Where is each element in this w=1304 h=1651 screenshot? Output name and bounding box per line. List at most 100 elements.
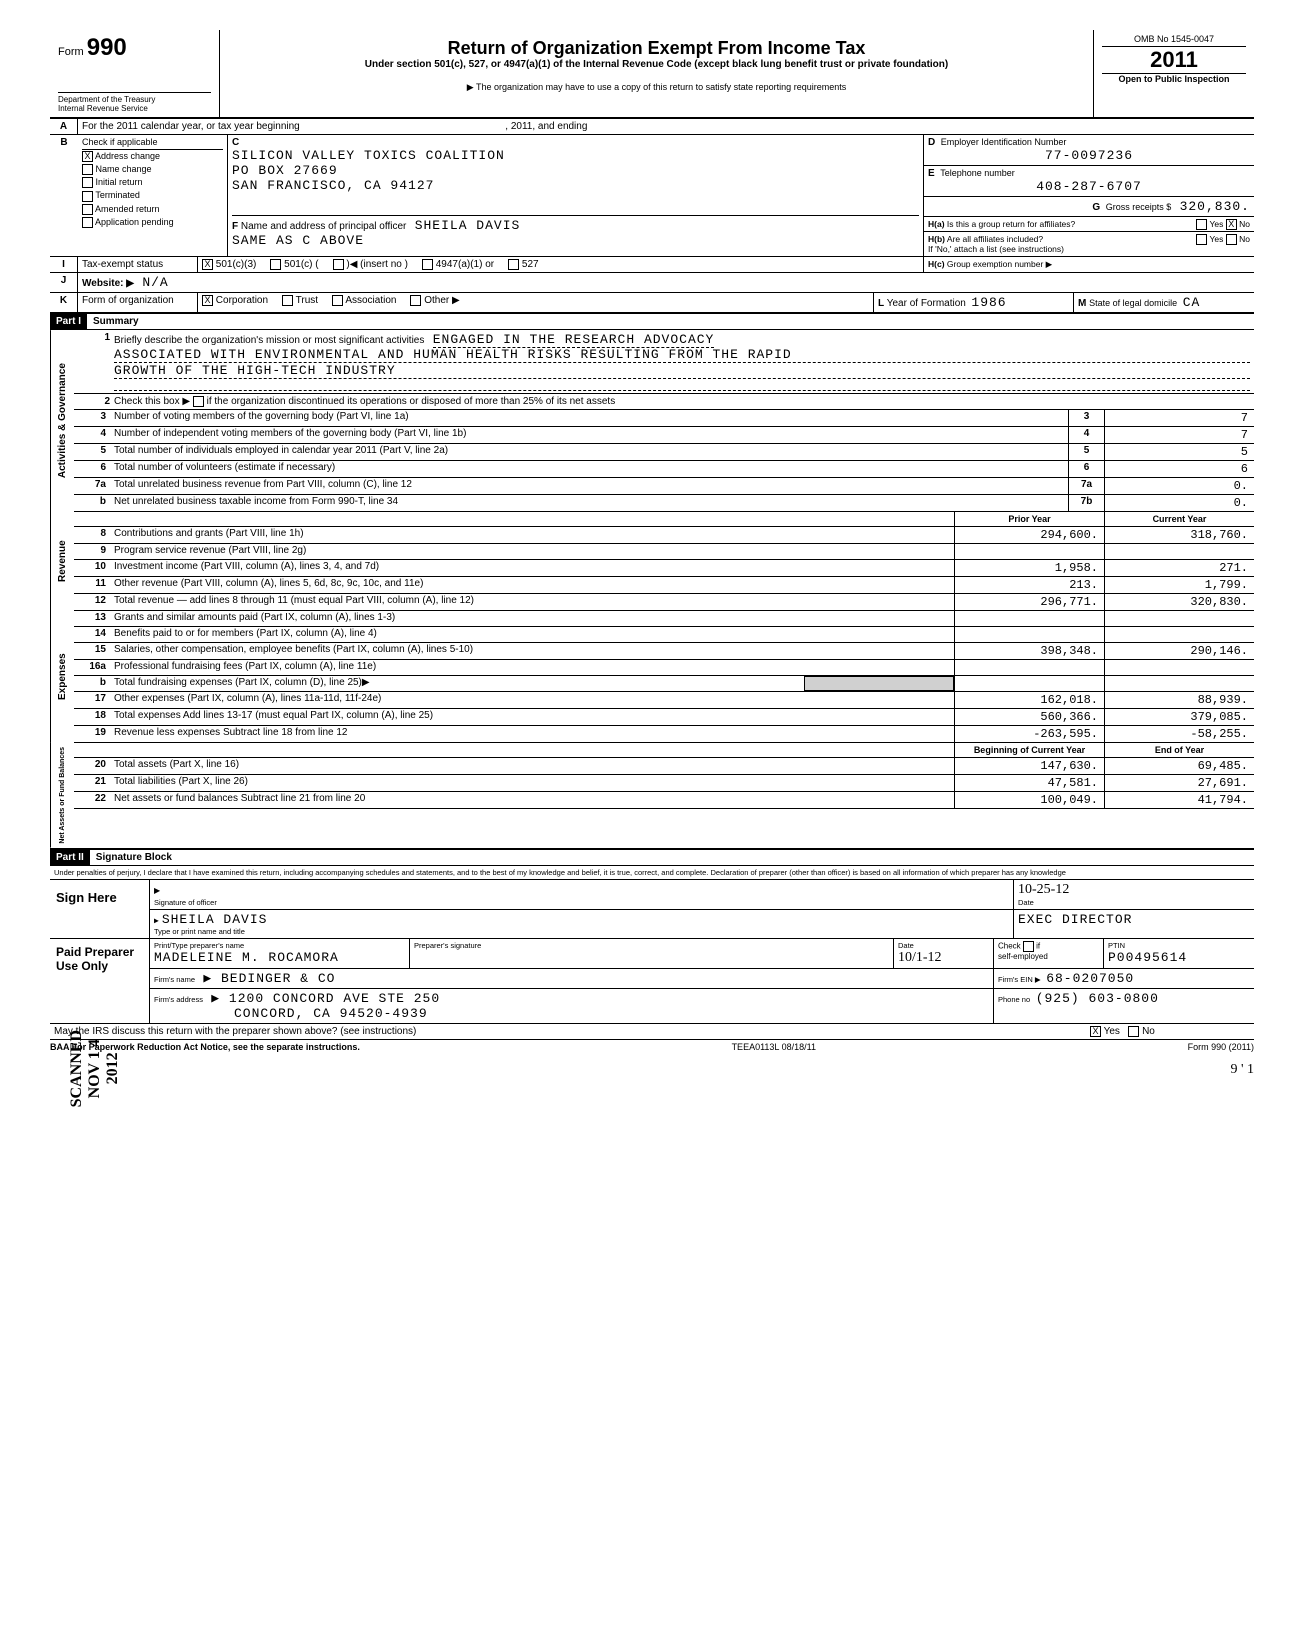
sig-title: EXEC DIRECTOR: [1014, 910, 1254, 938]
phone-heading: Telephone number: [940, 168, 1015, 178]
line-hc-label: H(c): [928, 259, 945, 269]
hb-no-checkbox[interactable]: [1226, 234, 1237, 245]
firm-ein-label: Firm's EIN ▶: [998, 975, 1041, 984]
gross-value: 320,830.: [1180, 199, 1250, 214]
exp-0-desc: Grants and similar amounts paid (Part IX…: [110, 611, 954, 626]
lineI-opt-0-checkbox[interactable]: [202, 259, 213, 270]
line-e-label: E: [928, 168, 935, 179]
sig-date-label: Date: [1018, 898, 1250, 907]
rev-3-current: 1,799.: [1104, 577, 1254, 593]
ha-yes-checkbox[interactable]: [1196, 219, 1207, 230]
rev-3-desc: Other revenue (Part VIII, column (A), li…: [110, 577, 954, 593]
simple-row-1-val: 7: [1104, 427, 1254, 443]
year-formation-label: Year of Formation: [887, 298, 966, 309]
exp2-0-desc: Other expenses (Part IX, column (A), lin…: [110, 692, 954, 708]
firm-addr2: CONCORD, CA 94520-4939: [234, 1006, 428, 1021]
form-subtitle: Under section 501(c), 527, or 4947(a)(1)…: [228, 59, 1085, 70]
line16b-num: b: [74, 676, 110, 691]
lineK-opt-1-checkbox[interactable]: [282, 295, 293, 306]
line-a-mid: , 2011, and ending: [505, 121, 587, 132]
org-name: SILICON VALLEY TOXICS COALITION: [232, 148, 919, 163]
org-address-1: PO BOX 27669: [232, 163, 919, 178]
rev-4-desc: Total revenue — add lines 8 through 11 (…: [110, 594, 954, 610]
lineI-opt-3-checkbox[interactable]: [422, 259, 433, 270]
irs-no-checkbox[interactable]: [1128, 1026, 1139, 1037]
line2-text: Check this box ▶: [114, 396, 190, 407]
line2-after: if the organization discontinued its ope…: [207, 396, 616, 407]
simple-row-1-desc: Number of independent voting members of …: [110, 427, 1068, 443]
line-g-label: G: [1092, 202, 1100, 213]
prep-name-label: Print/Type preparer's name: [154, 941, 405, 950]
lineI-opt-1-checkbox[interactable]: [270, 259, 281, 270]
ein-value: 77-0097236: [928, 148, 1250, 163]
hb-yes-checkbox[interactable]: [1196, 234, 1207, 245]
lineB-opt-3-checkbox[interactable]: [82, 191, 93, 202]
form-header: Form 990 Department of the Treasury Inte…: [50, 30, 1254, 119]
line-a-text: For the 2011 calendar year, or tax year …: [82, 121, 300, 132]
part2-title: Signature Block: [90, 850, 178, 865]
rev-0-desc: Contributions and grants (Part VIII, lin…: [110, 527, 954, 543]
net-2-prior: 100,049.: [954, 792, 1104, 808]
rev-0-prior: 294,600.: [954, 527, 1104, 543]
exp2-0-num: 17: [74, 692, 110, 708]
line-i-label: I: [50, 257, 78, 272]
form-number: 990: [87, 34, 127, 61]
lineB-opt-1-checkbox[interactable]: [82, 164, 93, 175]
lineB-opt-0-checkbox[interactable]: [82, 151, 93, 162]
simple-row-0-box: 3: [1068, 410, 1104, 426]
exp2-2-num: 19: [74, 726, 110, 742]
net-2-current: 41,794.: [1104, 792, 1254, 808]
exp2-1-num: 18: [74, 709, 110, 725]
hb-note: If 'No,' attach a list (see instructions…: [928, 244, 1250, 254]
year-formation-value: 1986: [971, 295, 1006, 310]
paid-preparer-label: Paid Preparer Use Only: [50, 939, 150, 1023]
exp2-0-prior: 162,018.: [954, 692, 1104, 708]
simple-row-2-num: 5: [74, 444, 110, 460]
irs-yes-checkbox[interactable]: [1090, 1026, 1101, 1037]
officer-address: SAME AS C ABOVE: [232, 233, 919, 248]
lineK-opt-2-checkbox[interactable]: [332, 295, 343, 306]
rev-0-num: 8: [74, 527, 110, 543]
mission-line2: ASSOCIATED WITH ENVIRONMENTAL AND HUMAN …: [114, 347, 1250, 363]
simple-row-3-num: 6: [74, 461, 110, 477]
footer-baa: BAA For Paperwork Reduction Act Notice, …: [50, 1042, 360, 1052]
org-address-2: SAN FRANCISCO, CA 94127: [232, 178, 919, 193]
exp2-1-desc: Total expenses Add lines 13-17 (must equ…: [110, 709, 954, 725]
exp2-2-current: -58,255.: [1104, 726, 1254, 742]
lineB-opt-5-label: Application pending: [95, 217, 174, 227]
lineK-opt-3-label: Other ▶: [424, 295, 459, 306]
omb-number: OMB No 1545-0047: [1102, 34, 1246, 47]
net-1-prior: 47,581.: [954, 775, 1104, 791]
simple-row-0-desc: Number of voting members of the governin…: [110, 410, 1068, 426]
lineB-opt-2-checkbox[interactable]: [82, 177, 93, 188]
block-c: C SILICON VALLEY TOXICS COALITION PO BOX…: [228, 135, 924, 256]
self-employed-checkbox[interactable]: [1023, 941, 1034, 952]
simple-row-3-box: 6: [1068, 461, 1104, 477]
lineB-opt-4-checkbox[interactable]: [82, 204, 93, 215]
part1-header-row: Part I Summary: [50, 313, 1254, 330]
firm-addr-label: Firm's address: [154, 995, 203, 1004]
line1-text: Briefly describe the organization's miss…: [114, 335, 424, 346]
ha-no-checkbox[interactable]: [1226, 219, 1237, 230]
lineI-opt-4-label: 527: [522, 259, 539, 270]
exp-2-prior: 398,348.: [954, 643, 1104, 659]
lineI-opt-4-checkbox[interactable]: [508, 259, 519, 270]
footer-form: Form 990 (2011): [1188, 1042, 1254, 1052]
line2-checkbox[interactable]: [193, 396, 204, 407]
lineB-opt-5-checkbox[interactable]: [82, 217, 93, 228]
lineI-opt-2-checkbox[interactable]: [333, 259, 344, 270]
lineB-opt-0-label: Address change: [95, 151, 160, 161]
footer-code: TEEA0113L 08/18/11: [732, 1042, 816, 1052]
may-irs-discuss: May the IRS discuss this return with the…: [54, 1026, 1090, 1037]
lineK-opt-3-checkbox[interactable]: [410, 295, 421, 306]
revenue-label: Revenue: [50, 512, 74, 611]
tax-year: 2011: [1102, 47, 1246, 74]
firm-ein: 68-0207050: [1046, 971, 1134, 986]
sig-name-label: Type or print name and title: [154, 927, 1009, 936]
website-value: N/A: [142, 275, 168, 290]
lineI-opt-1-label: 501(c) (: [284, 259, 318, 270]
net-2-desc: Net assets or fund balances Subtract lin…: [110, 792, 954, 808]
line-m-label: M: [1078, 298, 1086, 309]
lineK-opt-0-checkbox[interactable]: [202, 295, 213, 306]
simple-row-2-desc: Total number of individuals employed in …: [110, 444, 1068, 460]
